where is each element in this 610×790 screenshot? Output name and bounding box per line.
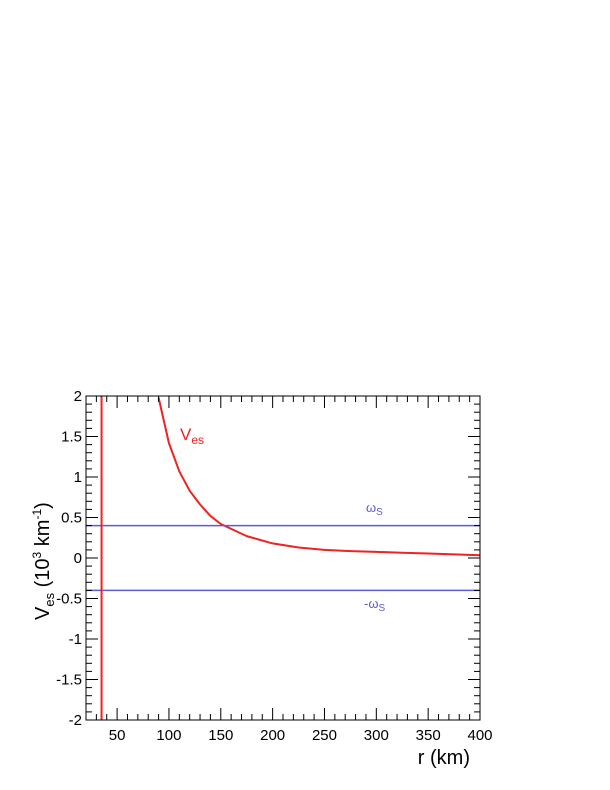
axis-tick-labels: 50 100 150 200 250 300 350 400 -2 -1.5 -1 -0.5 0 0.5 1… — [56, 388, 492, 744]
y-tick-label: 2 — [74, 388, 82, 405]
y-tick-label: 0 — [74, 550, 82, 567]
y-axis-title-exp1: 3 — [30, 551, 44, 558]
series-label-neg-omega-main: -ω — [364, 596, 378, 611]
y-tick-label: 0.5 — [61, 510, 82, 527]
y-tick-label: -2 — [69, 712, 82, 729]
y-axis-title-v: V — [32, 606, 54, 620]
series-label-ves-main: V — [180, 425, 192, 444]
plot-frame — [85, 395, 481, 721]
y-tick-label: -1 — [69, 631, 82, 648]
y-axis-title-open: (10 — [32, 558, 54, 592]
axis-ticks — [85, 395, 481, 721]
series-label-omega-main: ω — [366, 500, 376, 515]
x-tick-label: 50 — [109, 727, 126, 744]
y-tick-label: -0.5 — [56, 591, 82, 608]
series-label-ves: Ves — [180, 425, 204, 447]
series-label-neg-omega-sub: S — [378, 603, 385, 614]
y-axis-title-unit: km — [32, 520, 54, 552]
series-label-omega: ωS — [366, 500, 383, 518]
x-axis-title: r (km) — [418, 747, 470, 769]
y-axis-title: Ves (103 km-1) — [30, 502, 57, 620]
y-axis-title-sub: es — [42, 592, 57, 606]
x-tick-label: 100 — [156, 727, 181, 744]
x-tick-label: 250 — [312, 727, 337, 744]
series-line-v-es — [157, 397, 480, 557]
x-tick-label: 150 — [208, 727, 233, 744]
x-tick-label: 200 — [260, 727, 285, 744]
series-label-ves-sub: es — [191, 433, 204, 447]
y-tick-label: 1.5 — [61, 429, 82, 446]
series-label-neg-omega: -ωS — [364, 596, 385, 614]
x-tick-label: 350 — [416, 727, 441, 744]
y-axis-title-exp2: -1 — [30, 509, 44, 520]
series-label-omega-sub: S — [376, 507, 383, 518]
y-tick-label: 1 — [74, 469, 82, 486]
y-axis-title-close: ) — [32, 502, 54, 509]
y-tick-label: -1.5 — [56, 672, 82, 689]
plot-lines — [86, 396, 480, 720]
x-tick-label: 300 — [364, 727, 389, 744]
x-tick-label: 400 — [467, 727, 492, 744]
